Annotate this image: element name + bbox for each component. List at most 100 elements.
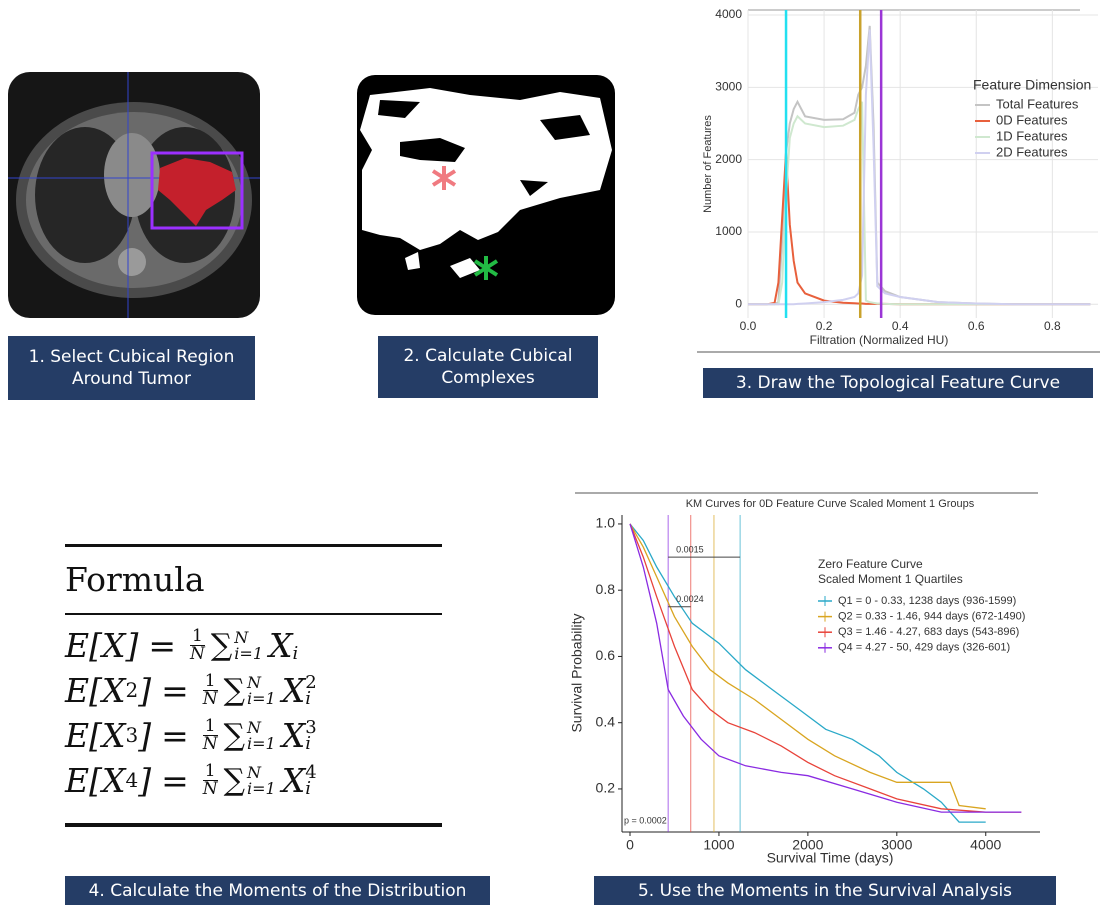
pvalue-label: p = 0.0002 bbox=[624, 815, 667, 825]
y-tick-label: 4000 bbox=[715, 7, 742, 21]
eq-term: X bbox=[282, 713, 306, 758]
x-tick-label: 0.0 bbox=[740, 319, 757, 333]
eq-equals: = bbox=[161, 668, 189, 713]
pvalue-annotation: 0.0015 bbox=[676, 544, 704, 554]
eq-lhs: E[X bbox=[65, 758, 125, 803]
term-index: i bbox=[305, 736, 316, 752]
eq-lhs: ] bbox=[125, 623, 138, 668]
eq-lhs: ] bbox=[138, 758, 151, 803]
legend-title: Zero Feature Curve bbox=[818, 557, 923, 571]
eq-equals: = bbox=[161, 758, 189, 803]
legend-label: Q2 = 0.33 - 1.46, 944 days (672-1490) bbox=[838, 611, 1025, 623]
pipeline-figure: 0 1000 2000 3000 4000 0.0 0.2 0.4 0.6 0.8 Total Fe… bbox=[0, 0, 1100, 905]
step-caption: 4. Calculate the Moments of the Distribu… bbox=[65, 876, 490, 905]
formula-box: Formula E[X]=1N∑Ni=1X iE[X2]=1N∑Ni=1X2iE… bbox=[65, 544, 442, 827]
y-tick-label: 0.6 bbox=[596, 647, 616, 663]
y-axis-label: Number of Features bbox=[702, 115, 714, 213]
sum-limits: Ni=1 bbox=[247, 675, 276, 707]
frac-den: N bbox=[203, 781, 218, 798]
legend-label: Total Features bbox=[996, 96, 1079, 111]
eq-lhs: ] bbox=[138, 668, 151, 713]
sum-sign: ∑ bbox=[224, 713, 245, 758]
y-tick-label: 3000 bbox=[715, 80, 742, 94]
sum-sub: i=1 bbox=[247, 691, 276, 707]
x-tick-label: 0.8 bbox=[1044, 319, 1061, 333]
x-tick-label: 0.6 bbox=[968, 319, 985, 333]
legend-label: Q3 = 1.46 - 4.27, 683 days (543-896) bbox=[838, 626, 1019, 638]
eq-power: 4 bbox=[125, 758, 138, 803]
pvalue-annotation: 0.0024 bbox=[676, 594, 704, 604]
rule bbox=[65, 823, 442, 827]
legend-label: Q4 = 4.27 - 50, 429 days (326-601) bbox=[838, 642, 1010, 654]
y-tick-label: 0.8 bbox=[596, 581, 616, 597]
step-caption: 1. Select Cubical Region Around Tumor bbox=[8, 336, 255, 400]
x-axis-label: Survival Time (days) bbox=[767, 850, 894, 866]
sum-sign: ∑ bbox=[211, 623, 232, 668]
sum-sign: ∑ bbox=[224, 668, 245, 713]
eq-lhs: E[X bbox=[65, 713, 125, 758]
legend-title: Feature Dimension bbox=[973, 77, 1091, 93]
term-scripts: i bbox=[293, 630, 299, 662]
cubical-complex-image bbox=[357, 75, 615, 315]
eq-lhs: ] bbox=[138, 713, 151, 758]
x-tick-label: 4000 bbox=[970, 837, 1001, 853]
legend-label: 0D Features bbox=[996, 112, 1068, 127]
eq-term: X bbox=[282, 758, 306, 803]
y-tick-label: 0.2 bbox=[596, 780, 616, 796]
plot-area bbox=[748, 10, 1098, 318]
step-caption: 3. Draw the Topological Feature Curve bbox=[703, 368, 1093, 398]
frac-den: N bbox=[203, 691, 218, 708]
chart-title: KM Curves for 0D Feature Curve Scaled Mo… bbox=[686, 498, 975, 510]
frac-den: N bbox=[203, 736, 218, 753]
legend-title: Scaled Moment 1 Quartiles bbox=[818, 572, 963, 586]
ct-image bbox=[8, 72, 260, 318]
legend-label: 1D Features bbox=[996, 128, 1068, 143]
y-tick-label: 0.4 bbox=[596, 713, 616, 729]
eq-lhs: E[X bbox=[65, 623, 125, 668]
eq-term: X bbox=[282, 668, 306, 713]
eq-equals: = bbox=[161, 713, 189, 758]
term-index: i bbox=[305, 781, 316, 797]
legend-label: 2D Features bbox=[996, 144, 1068, 159]
km-chart: KM Curves for 0D Feature Curve Scaled Mo… bbox=[569, 498, 1040, 866]
y-tick-label: 1.0 bbox=[596, 515, 616, 531]
survival-curve bbox=[630, 524, 986, 822]
y-tick-label: 0 bbox=[735, 296, 742, 310]
eq-equals: = bbox=[148, 623, 176, 668]
sum-sub: i=1 bbox=[247, 736, 276, 752]
equation: E[X3]=1N∑Ni=1X3i bbox=[65, 713, 442, 758]
sum-sign: ∑ bbox=[224, 758, 245, 803]
sum-sub: i=1 bbox=[234, 646, 263, 662]
eq-power: 2 bbox=[125, 668, 138, 713]
y-axis-label: Survival Probability bbox=[569, 613, 585, 732]
x-tick-label: 0 bbox=[626, 837, 634, 853]
term-index: i bbox=[305, 691, 316, 707]
eq-power: 3 bbox=[125, 713, 138, 758]
eq-lhs: E[X bbox=[65, 668, 125, 713]
equation: E[X4]=1N∑Ni=1X4i bbox=[65, 758, 442, 803]
fraction: 1N bbox=[203, 763, 218, 798]
x-tick-label: 0.4 bbox=[892, 319, 909, 333]
x-tick-label: 1000 bbox=[703, 837, 734, 853]
eq-term: X bbox=[269, 623, 293, 668]
term-index: i bbox=[293, 646, 299, 662]
sum-sub: i=1 bbox=[247, 781, 276, 797]
step-caption: 5. Use the Moments in the Survival Analy… bbox=[594, 876, 1056, 905]
formula-title: Formula bbox=[65, 547, 442, 613]
y-tick-label: 1000 bbox=[715, 224, 742, 238]
y-tick-label: 2000 bbox=[715, 152, 742, 166]
x-axis-label: Filtration (Normalized HU) bbox=[810, 333, 949, 347]
fraction: 1N bbox=[203, 673, 218, 708]
